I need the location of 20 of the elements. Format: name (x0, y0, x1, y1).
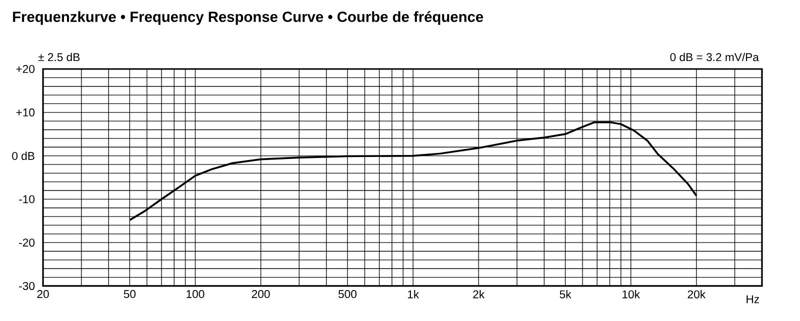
x-tick-label: 500 (338, 290, 356, 298)
x-tick-label: 2k (473, 290, 485, 298)
x-axis-title: Hz (746, 295, 760, 304)
x-tick-label: 1k (408, 290, 420, 298)
x-tick-label: 10k (622, 290, 640, 298)
y-tick-label: -20 (19, 238, 35, 247)
x-tick-label: 5k (560, 290, 572, 298)
x-tick-label: 100 (186, 290, 204, 298)
y-tick-label: -30 (19, 282, 35, 290)
y-tick-label: +10 (16, 108, 35, 116)
chart-title: Frequenzkurve • Frequency Response Curve • Courbe de fréquence (13, 11, 484, 25)
x-tick-label: 20 (37, 290, 49, 298)
y-tick-label: -10 (19, 195, 35, 204)
y-tick-label: +20 (16, 65, 35, 74)
y-tick-label: 0 dB (12, 152, 34, 160)
text: ± 2.5 dB (38, 52, 80, 62)
x-tick-label: 50 (124, 290, 136, 298)
text: 0 dB = 3.2 mV/Pa (670, 52, 759, 62)
x-tick-label: 20k (688, 290, 706, 298)
x-tick-label: 200 (252, 290, 270, 298)
